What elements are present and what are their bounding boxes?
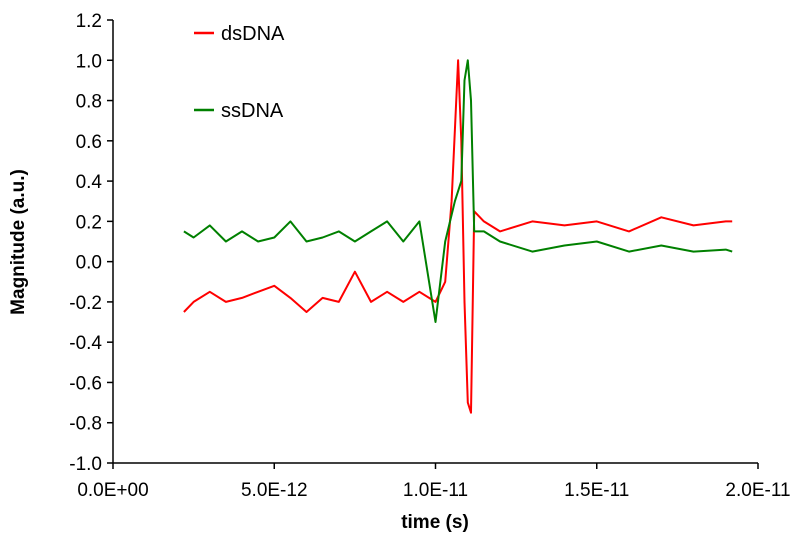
legend-label-ssdna: ssDNA [221, 100, 284, 122]
x-tick-label: 5.0E-12 [241, 480, 308, 501]
y-tick-label: 0.6 [76, 132, 102, 153]
y-tick-label: -1.0 [69, 454, 102, 475]
x-tick-label: 2.0E-11 [725, 480, 790, 501]
x-tick-label: 1.0E-11 [403, 480, 468, 501]
plot-area: -1.0 -0.8 -0.6 -0.4 -0.2 0.0 0.2 0.4 0.6 0.8 1.0 1.… [69, 11, 790, 501]
legend-label-dsdna: dsDNA [221, 23, 285, 45]
y-tick-label: 0.0 [76, 253, 102, 274]
x-tick-label: 1.5E-11 [564, 480, 629, 501]
y-axis-title: Magnitude (a.u.) [8, 169, 29, 315]
y-tick-label: -0.4 [69, 333, 102, 354]
y-tick-label: -0.8 [69, 414, 102, 435]
y-tick-label: 0.2 [76, 212, 102, 233]
y-axis-ticks: -1.0 -0.8 -0.6 -0.4 -0.2 0.0 0.2 0.4 0.6 0.8 1.0 1.… [69, 11, 113, 475]
y-tick-label: 0.4 [76, 172, 103, 193]
y-tick-label: -0.2 [69, 293, 102, 314]
y-tick-label: -0.6 [69, 373, 102, 394]
series-line-dsdna [183, 59, 733, 414]
x-axis-ticks: 0.0E+00 5.0E-12 1.0E-11 1.5E-11 2.0E-11 [77, 463, 791, 501]
x-tick-label: 0.0E+00 [77, 480, 148, 501]
legend: dsDNA ssDNA [194, 23, 285, 122]
y-tick-label: 0.8 [76, 92, 102, 113]
series-layer [183, 59, 733, 414]
series-line-ssdna [183, 59, 733, 323]
y-tick-label: 1.2 [76, 11, 102, 32]
y-tick-label: 1.0 [76, 51, 102, 72]
x-axis-title: time (s) [401, 512, 469, 533]
